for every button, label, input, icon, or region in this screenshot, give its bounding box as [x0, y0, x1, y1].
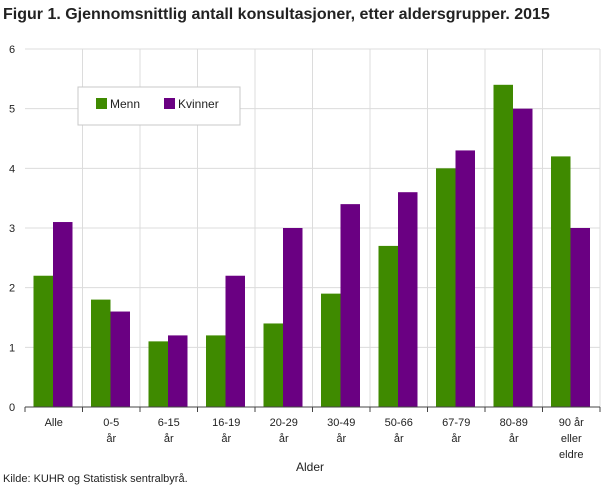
- bar-kvinner: [570, 228, 590, 407]
- axes: 0 1 2 3 4 5 6 Alle 0-5 år 6-15 år 16-19 år 20-29 år 30-4…: [9, 44, 601, 461]
- x-tick-label: år: [509, 433, 519, 445]
- bar-menn: [263, 323, 283, 407]
- bar-kvinner: [168, 335, 188, 407]
- x-tick-label: år: [451, 433, 461, 445]
- x-tick-label: 50-66: [385, 417, 413, 429]
- bar-kvinner: [225, 275, 245, 407]
- bar-kvinner: [513, 108, 533, 408]
- x-tick-label: år: [394, 433, 404, 445]
- bar-kvinner: [455, 150, 475, 407]
- x-tick-label: år: [164, 433, 174, 445]
- legend-swatch-kvinner: [164, 98, 175, 109]
- x-tick-label: år: [221, 433, 231, 445]
- bar-menn: [493, 84, 513, 408]
- x-tick-label: 67-79: [442, 417, 470, 429]
- bar-menn: [321, 293, 341, 407]
- x-tick-label: 30-49: [327, 417, 355, 429]
- x-tick-label: år: [336, 433, 346, 445]
- bar-kvinner: [340, 204, 360, 407]
- x-tick-label: år: [106, 433, 116, 445]
- y-tick-label: 1: [9, 342, 15, 354]
- x-tick-label: 20-29: [270, 417, 298, 429]
- legend-label-kvinner: Kvinner: [178, 97, 219, 111]
- x-tick-label: 0-5: [103, 417, 119, 429]
- bar-menn: [91, 299, 111, 407]
- y-tick-label: 0: [9, 402, 15, 414]
- bar-kvinner: [398, 192, 418, 407]
- legend-label-menn: Menn: [110, 97, 140, 111]
- bar-menn: [378, 245, 398, 407]
- bar-kvinner: [283, 228, 303, 407]
- bar-kvinner: [53, 222, 73, 407]
- x-tick-label: 16-19: [212, 417, 240, 429]
- legend-swatch-menn: [96, 98, 107, 109]
- x-axis-title: Alder: [296, 460, 324, 474]
- y-tick-label: 5: [9, 104, 15, 116]
- y-tick-label: 6: [9, 44, 15, 56]
- bar-menn: [551, 156, 571, 407]
- x-tick-label: 6-15: [158, 417, 180, 429]
- bar-menn: [436, 168, 456, 407]
- y-tick-label: 2: [9, 283, 15, 295]
- source-note: Kilde: KUHR og Statistisk sentralbyrå.: [3, 473, 188, 485]
- bar-kvinner: [110, 311, 130, 407]
- x-tick-label: Alle: [45, 417, 63, 429]
- y-tick-label: 3: [9, 223, 15, 235]
- y-tick-label: 4: [9, 163, 15, 175]
- bar-menn: [206, 335, 226, 407]
- chart-title: Figur 1. Gjennomsnittlig antall konsulta…: [3, 6, 550, 23]
- x-tick-label: eldre: [559, 449, 583, 461]
- bar-menn: [148, 341, 168, 407]
- legend: Menn Kvinner: [77, 86, 241, 126]
- x-tick-label: 90 år: [559, 417, 584, 429]
- bar-menn: [33, 275, 53, 407]
- x-tick-label: eller: [561, 433, 582, 445]
- bars: [33, 84, 590, 408]
- x-tick-label: 80-89: [500, 417, 528, 429]
- x-tick-label: år: [279, 433, 289, 445]
